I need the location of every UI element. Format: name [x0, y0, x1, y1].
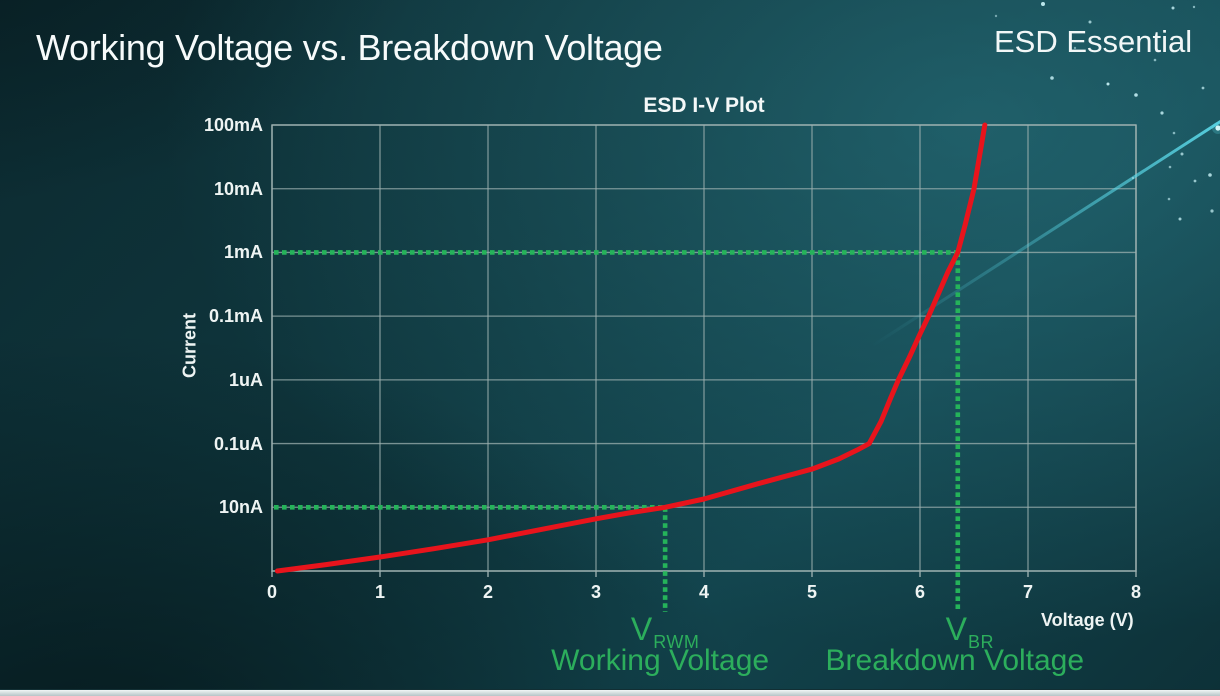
- star-dot: [1168, 165, 1172, 169]
- vrwm-label: VRWM: [630, 611, 700, 652]
- bottom-edge-strip: [0, 689, 1220, 696]
- x-tick-label: 1: [374, 582, 385, 602]
- vrwm-symbol: V: [630, 611, 653, 647]
- y-tick-label: 10mA: [213, 178, 263, 199]
- vbr-subscript: BR: [967, 632, 994, 652]
- y-tick-label: 0.1uA: [213, 433, 263, 454]
- star-dot: [1041, 2, 1045, 6]
- star-dot: [1171, 6, 1175, 10]
- breakdown-voltage-caption: Breakdown Voltage: [825, 644, 1085, 677]
- plot-border: [271, 124, 1137, 572]
- x-tick-label: 3: [590, 582, 601, 602]
- background-streak: [870, 119, 1220, 348]
- star-dot: [1106, 82, 1110, 86]
- star-dot: [1192, 5, 1196, 9]
- slide-title: Working Voltage vs. Breakdown Voltage: [36, 27, 663, 68]
- vbr-symbol: V: [945, 611, 967, 647]
- x-tick-label: 5: [806, 582, 817, 602]
- x-tick-label: 4: [698, 582, 709, 602]
- star-dot: [994, 14, 998, 18]
- x-axis-title: Voltage (V): [1041, 610, 1134, 630]
- star-dot: [1210, 209, 1214, 213]
- x-tick-label: 2: [482, 582, 493, 602]
- star-dot: [1073, 46, 1077, 50]
- star-dot: [1172, 131, 1176, 135]
- y-tick-label: 10nA: [218, 497, 263, 518]
- star-dot: [1193, 179, 1197, 183]
- x-tick-label: 7: [1022, 582, 1033, 602]
- star-dot: [1153, 58, 1157, 62]
- iv-curve: [274, 122, 988, 574]
- y-tick-label: 1uA: [228, 369, 263, 390]
- chart-title: ESD I-V Plot: [643, 94, 765, 117]
- star-dot: [1050, 76, 1054, 80]
- y-tick-label: 0.1mA: [208, 306, 263, 327]
- star-dot: [1180, 152, 1184, 156]
- star-dot: [1178, 217, 1182, 221]
- x-tick-label: 6: [914, 582, 925, 602]
- vrwm-subscript: RWM: [653, 632, 700, 652]
- star-dot: [1201, 86, 1205, 90]
- brand-text: ESD Essential: [994, 24, 1193, 59]
- streak-glow-core: [1215, 125, 1220, 131]
- star-dot: [1088, 20, 1092, 24]
- x-tick-label: 8: [1130, 582, 1141, 602]
- star-dot: [1167, 197, 1171, 201]
- y-tick-label: 1mA: [223, 242, 263, 263]
- star-dot: [1134, 93, 1138, 97]
- star-dot: [1160, 111, 1164, 115]
- star-dot: [1131, 176, 1135, 180]
- x-tick-label: 0: [266, 582, 277, 602]
- vbr-label: VBR: [945, 611, 994, 652]
- working-voltage-caption: Working Voltage: [551, 644, 770, 677]
- y-tick-label: 100mA: [203, 115, 263, 135]
- star-dot: [1208, 173, 1212, 177]
